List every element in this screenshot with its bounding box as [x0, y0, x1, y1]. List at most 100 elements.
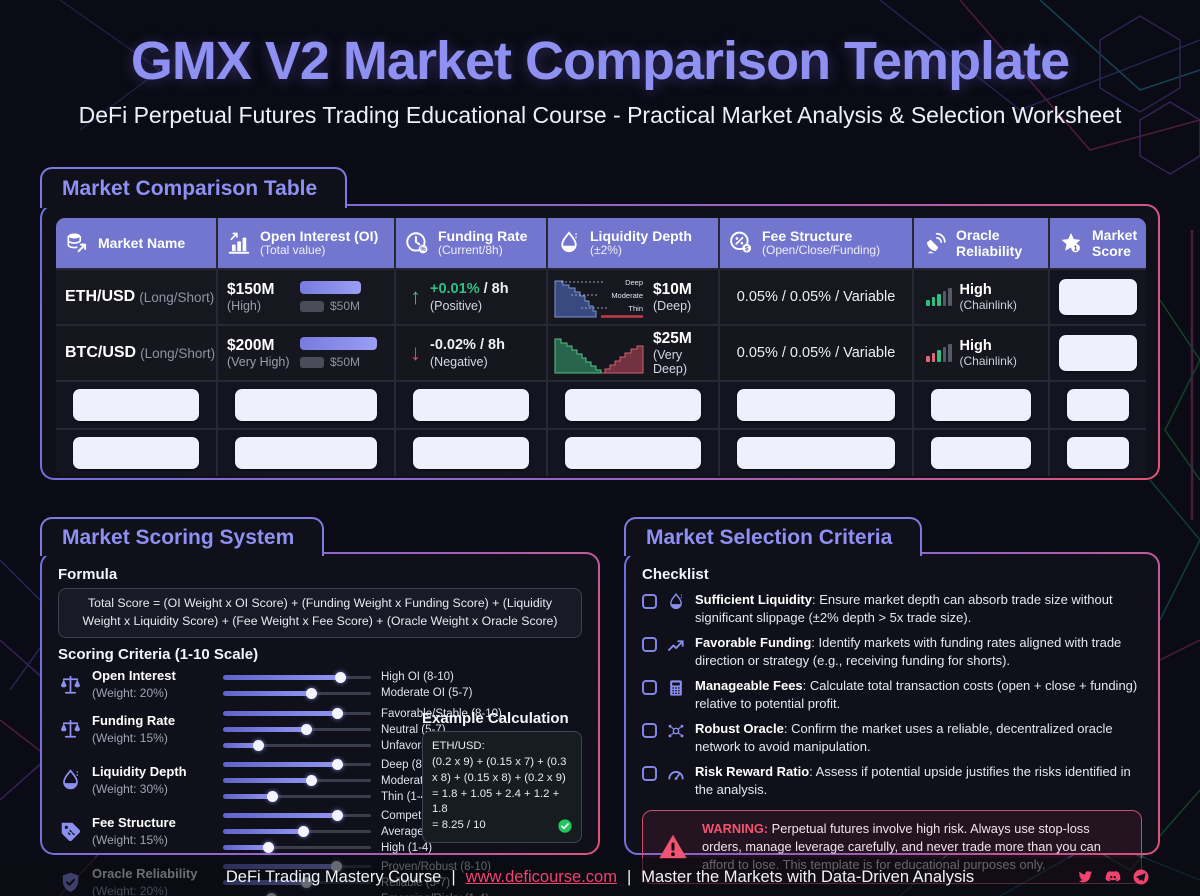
market-score-input[interactable]: [1059, 335, 1137, 371]
slider-knob[interactable]: [301, 724, 313, 736]
market-name-input[interactable]: [73, 437, 199, 469]
liquidity-input[interactable]: [565, 389, 701, 421]
social-icons: [1076, 868, 1150, 886]
table-row-eth-market-name: ETH/USD (Long/Short): [56, 270, 216, 324]
depth-label-moderate: Moderate: [611, 291, 643, 300]
score-slider[interactable]: [223, 841, 371, 854]
footer-separator: |: [451, 867, 456, 886]
droplet-icon: [666, 592, 686, 612]
score-slider[interactable]: [223, 707, 371, 720]
market-score-input[interactable]: [1059, 279, 1137, 315]
empty-row-cell: [914, 382, 1048, 428]
check-circle-icon: [557, 818, 573, 834]
checkbox[interactable]: [642, 594, 657, 609]
score-slider[interactable]: [223, 809, 371, 822]
footer: DeFi Trading Mastery Course | www.defico…: [0, 858, 1200, 896]
checklist-heading: Checklist: [642, 566, 709, 583]
empty-row-cell: [396, 382, 546, 428]
liquidity-input[interactable]: [565, 437, 701, 469]
column-label: Open Interest (OI): [260, 228, 379, 245]
liquidity-depth-chart: [554, 338, 644, 374]
scale-icon: [58, 717, 83, 742]
bar-chart-icon: [226, 230, 252, 256]
signal-bars-icon: [926, 288, 952, 306]
table-row-btc-funding: ↓ -0.02% / 8h (Negative): [396, 326, 546, 380]
slider-knob[interactable]: [332, 759, 344, 771]
table-row-eth-score: [1050, 270, 1146, 324]
table-row-eth-oracle: High (Chainlink): [914, 270, 1048, 324]
oi-bar-chart: $50M: [300, 337, 385, 369]
table-row-eth-open-interest: $150M (High) $50M: [218, 270, 394, 324]
satellite-dish-icon: [922, 230, 948, 256]
score-slider[interactable]: [223, 739, 371, 752]
slider-knob[interactable]: [335, 671, 347, 683]
market-selection-section: Market Selection Criteria Checklist Suff…: [624, 517, 1160, 885]
market-name-input[interactable]: [73, 389, 199, 421]
column-label: Market Name: [98, 234, 186, 251]
oi-reference-label: $50M: [330, 355, 361, 369]
scale-icon: [58, 673, 83, 698]
oracle-input[interactable]: [931, 437, 1031, 469]
checkbox[interactable]: [642, 766, 657, 782]
open-interest-input[interactable]: [235, 389, 377, 421]
slider-knob[interactable]: [298, 826, 310, 838]
criterion-name: Liquidity Depth: [92, 763, 187, 779]
slider-knob[interactable]: [305, 687, 317, 699]
checklist-item-oracle: Robust Oracle: Confirm the market uses a…: [642, 720, 1142, 755]
down-arrow-icon: ↓: [410, 340, 421, 365]
column-label: Market Score: [1092, 226, 1138, 259]
score-input[interactable]: [1067, 437, 1129, 469]
market-scoring-section: Market Scoring System Formula Total Scor…: [40, 517, 600, 896]
checkbox[interactable]: [642, 637, 657, 653]
market-name: ETH/USD: [65, 288, 136, 305]
pair-type: (Long/Short): [140, 345, 216, 361]
slider-knob[interactable]: [262, 842, 274, 854]
section-title-comparison: Market Comparison Table: [62, 176, 318, 200]
score-slider[interactable]: [223, 671, 371, 684]
funding-rate-input[interactable]: [413, 437, 529, 469]
oracle-input[interactable]: [931, 389, 1031, 421]
calculator-icon: [666, 678, 686, 698]
market-scoring-tab: Market Scoring System: [40, 517, 325, 556]
score-slider[interactable]: [223, 790, 371, 803]
level-label: Favorable/Stable (8-10): [381, 707, 502, 720]
example-calculation-heading: Example Calculation: [422, 710, 569, 728]
checklist-item-desc: : Confirm the market uses a reliable, de…: [695, 721, 1113, 754]
slider-knob[interactable]: [267, 791, 279, 803]
funding-rate: +0.01%: [430, 281, 480, 297]
score-slider[interactable]: [223, 825, 371, 838]
fees-input[interactable]: [737, 437, 895, 469]
footer-separator: |: [626, 867, 632, 886]
empty-row-cell: [56, 430, 216, 476]
score-slider[interactable]: [223, 758, 371, 771]
checklist-item-fees: Manageable Fees: Calculate total transac…: [642, 677, 1142, 712]
score-slider[interactable]: [223, 687, 371, 700]
oi-reference-label: $50M: [330, 299, 361, 313]
page-title: GMX V2 Market Comparison Template: [130, 31, 1070, 91]
footer-link[interactable]: www.deficourse.com: [465, 867, 617, 886]
fees-input[interactable]: [737, 389, 895, 421]
network-icon: [666, 721, 686, 741]
oracle-provider: (Chainlink): [959, 298, 1017, 312]
slider-knob[interactable]: [332, 810, 344, 822]
level-label: High (1-4): [381, 841, 433, 854]
discord-icon[interactable]: [1104, 868, 1122, 886]
telegram-icon[interactable]: [1132, 868, 1150, 886]
example-calculation: Example Calculation ETH/USD: (0.2 x 9) +…: [422, 708, 582, 843]
market-comparison-section: Market Comparison Table Market Name Open…: [40, 167, 1160, 480]
slider-knob[interactable]: [252, 740, 264, 752]
slider-knob[interactable]: [305, 775, 317, 787]
score-slider[interactable]: [223, 774, 371, 787]
open-interest-input[interactable]: [235, 437, 377, 469]
oi-value: $150M: [227, 281, 275, 298]
twitter-icon[interactable]: [1076, 868, 1094, 886]
checkbox[interactable]: [642, 680, 657, 696]
slider-knob[interactable]: [332, 708, 344, 720]
funding-rate-input[interactable]: [413, 389, 529, 421]
criterion-weight: (Weight: 15%): [92, 833, 168, 848]
score-slider[interactable]: [223, 723, 371, 736]
example-line: x 8) + (0.15 x 8) + (0.2 x 9): [432, 771, 566, 784]
checkbox[interactable]: [642, 723, 657, 739]
score-input[interactable]: [1067, 389, 1129, 421]
